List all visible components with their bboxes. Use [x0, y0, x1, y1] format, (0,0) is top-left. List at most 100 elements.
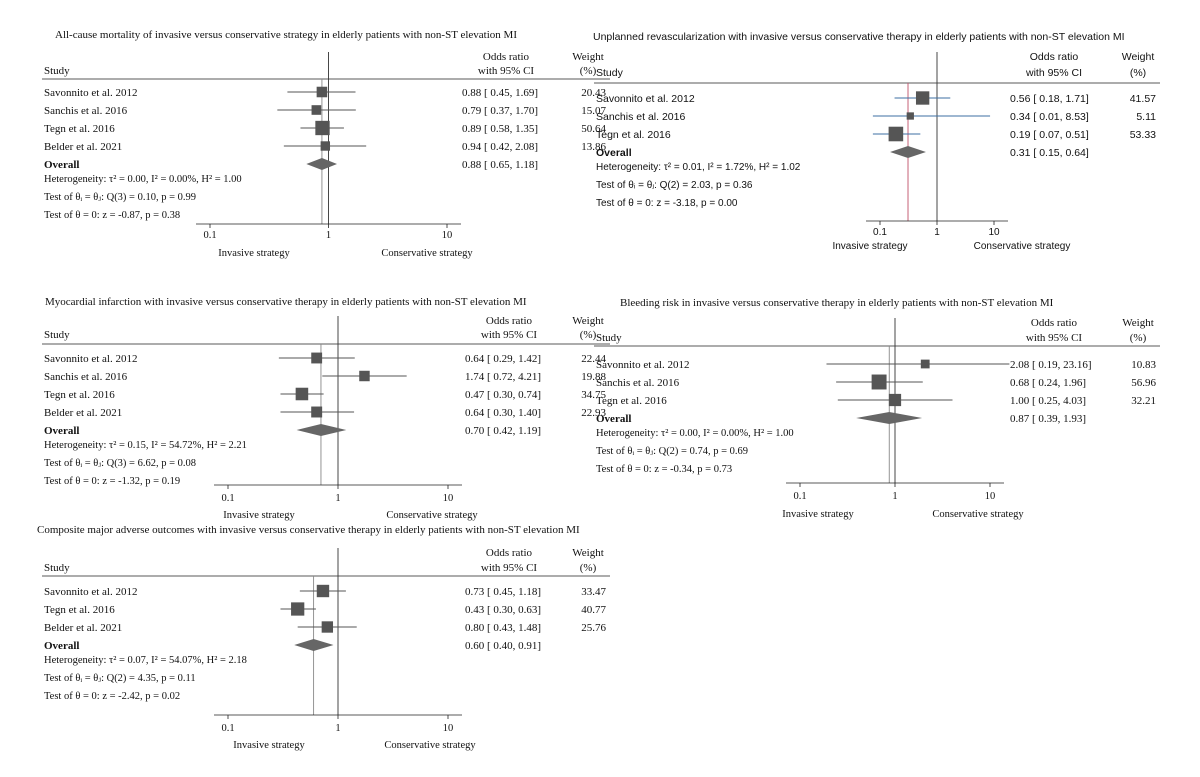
- study-name: Belder et al. 2021: [44, 622, 122, 634]
- x-tick-label: 10: [443, 723, 454, 734]
- x-tick-label: 0.1: [873, 227, 887, 238]
- study-name: Sanchis et al. 2016: [596, 377, 680, 389]
- column-header-weight-unit: (%): [580, 65, 597, 77]
- study-name: Tegn et al. 2016: [596, 395, 667, 407]
- study-name: Tegn et al. 2016: [596, 129, 671, 141]
- study-name: Tegn et al. 2016: [44, 123, 115, 135]
- study-weight: 13.86: [581, 141, 606, 153]
- study-odds-ratio: 0.34 [ 0.01, 8.53]: [1010, 111, 1089, 123]
- study-weight: 56.96: [1131, 377, 1156, 389]
- favours-conservative-label: Conservative strategy: [384, 740, 476, 751]
- study-marker: [888, 126, 904, 142]
- x-tick-label: 0.1: [221, 493, 234, 504]
- forest-plot-3: Myocardial infarction with invasive vers…: [42, 296, 610, 521]
- plot-title: Bleeding risk in invasive versus conserv…: [620, 297, 1054, 309]
- x-tick-label: 0.1: [203, 230, 216, 241]
- study-name: Sanchis et al. 2016: [44, 105, 128, 117]
- favours-invasive-label: Invasive strategy: [782, 509, 854, 520]
- column-header-ci: with 95% CI: [481, 329, 538, 341]
- x-tick-label: 0.1: [793, 491, 806, 502]
- x-tick-label: 1: [335, 723, 340, 734]
- column-header-ci: with 95% CI: [481, 562, 538, 574]
- overall-label: Overall: [596, 147, 632, 159]
- study-odds-ratio: 2.08 [ 0.19, 23.16]: [1010, 359, 1092, 371]
- favours-invasive-label: Invasive strategy: [223, 510, 295, 521]
- column-header-study: Study: [44, 65, 70, 77]
- column-header-study: Study: [596, 332, 622, 344]
- study-name: Tegn et al. 2016: [44, 604, 115, 616]
- study-name: Savonnito et al. 2012: [44, 87, 138, 99]
- study-weight: 5.11: [1136, 111, 1156, 123]
- overall-odds-ratio: 0.31 [ 0.15, 0.64]: [1010, 147, 1089, 159]
- study-weight: 20.43: [581, 87, 606, 99]
- study-marker: [316, 584, 330, 598]
- heterogeneity-stat: Test of θᵢ = θⱼ: Q(2) = 0.74, p = 0.69: [596, 446, 748, 457]
- column-header-or: Odds ratio: [486, 315, 533, 327]
- study-marker: [291, 602, 305, 616]
- column-header-weight: Weight: [572, 51, 604, 63]
- study-marker: [320, 141, 331, 151]
- column-header-weight-unit: (%): [580, 329, 597, 341]
- study-odds-ratio: 0.73 [ 0.45, 1.18]: [465, 586, 541, 598]
- forest-plot-1: All-cause mortality of invasive versus c…: [42, 29, 610, 259]
- study-name: Sanchis et al. 2016: [44, 371, 128, 383]
- overall-label: Overall: [44, 425, 79, 437]
- overall-odds-ratio: 0.60 [ 0.40, 0.91]: [465, 640, 541, 652]
- column-header-or: Odds ratio: [486, 547, 533, 559]
- overall-diamond: [856, 412, 923, 424]
- heterogeneity-stat: Test of θ = 0: z = -0.34, p = 0.73: [596, 464, 732, 475]
- study-weight: 15.07: [581, 105, 606, 117]
- column-header-study: Study: [44, 562, 70, 574]
- study-weight: 50.64: [581, 123, 606, 135]
- overall-diamond: [296, 424, 347, 436]
- favours-conservative-label: Conservative strategy: [974, 241, 1071, 252]
- heterogeneity-stat: Test of θᵢ = θⱼ: Q(3) = 6.62, p = 0.08: [44, 458, 196, 469]
- heterogeneity-stat: Heterogeneity: τ² = 0.07, I² = 54.07%, H…: [44, 655, 247, 666]
- study-odds-ratio: 0.68 [ 0.24, 1.96]: [1010, 377, 1086, 389]
- column-header-study: Study: [596, 67, 624, 79]
- column-header-weight-unit: (%): [1130, 67, 1146, 79]
- study-marker: [311, 105, 322, 115]
- column-header-ci: with 95% CI: [478, 65, 535, 77]
- overall-diamond: [306, 158, 338, 170]
- study-weight: 32.21: [1131, 395, 1156, 407]
- study-odds-ratio: 0.19 [ 0.07, 0.51]: [1010, 129, 1089, 141]
- column-header-weight: Weight: [1122, 317, 1154, 329]
- study-name: Tegn et al. 2016: [44, 389, 115, 401]
- favours-conservative-label: Conservative strategy: [386, 510, 478, 521]
- favours-invasive-label: Invasive strategy: [832, 241, 907, 252]
- study-weight: 22.93: [581, 407, 606, 419]
- study-marker: [906, 112, 914, 120]
- column-header-study: Study: [44, 329, 70, 341]
- study-name: Savonnito et al. 2012: [44, 586, 138, 598]
- favours-conservative-label: Conservative strategy: [932, 509, 1024, 520]
- study-marker: [888, 393, 902, 407]
- study-weight: 19.88: [581, 371, 606, 383]
- heterogeneity-stat: Test of θ = 0: z = -2.42, p = 0.02: [44, 691, 180, 702]
- x-tick-label: 10: [442, 230, 453, 241]
- overall-odds-ratio: 0.87 [ 0.39, 1.93]: [1010, 413, 1086, 425]
- heterogeneity-stat: Test of θᵢ = θⱼ: Q(2) = 4.35, p = 0.11: [44, 673, 196, 684]
- study-odds-ratio: 0.64 [ 0.29, 1.42]: [465, 353, 541, 365]
- overall-label: Overall: [44, 640, 79, 652]
- x-tick-label: 1: [335, 493, 340, 504]
- x-tick-label: 10: [443, 493, 454, 504]
- study-marker: [295, 387, 309, 401]
- overall-odds-ratio: 0.70 [ 0.42, 1.19]: [465, 425, 541, 437]
- forest-plot-4: Bleeding risk in invasive versus conserv…: [594, 297, 1160, 520]
- study-name: Savonnito et al. 2012: [596, 93, 695, 105]
- study-odds-ratio: 0.89 [ 0.58, 1.35]: [462, 123, 538, 135]
- heterogeneity-stat: Test of θᵢ = θⱼ: Q(2) = 2.03, p = 0.36: [596, 180, 753, 191]
- study-marker: [871, 374, 887, 390]
- column-header-weight: Weight: [572, 547, 604, 559]
- heterogeneity-stat: Heterogeneity: τ² = 0.01, I² = 1.72%, H²…: [596, 162, 801, 173]
- heterogeneity-stat: Test of θ = 0: z = -0.87, p = 0.38: [44, 210, 180, 221]
- study-odds-ratio: 0.56 [ 0.18, 1.71]: [1010, 93, 1089, 105]
- heterogeneity-stat: Heterogeneity: τ² = 0.15, I² = 54.72%, H…: [44, 440, 247, 451]
- study-name: Belder et al. 2021: [44, 407, 122, 419]
- favours-invasive-label: Invasive strategy: [233, 740, 305, 751]
- study-name: Sanchis et al. 2016: [596, 111, 685, 123]
- study-marker: [920, 359, 930, 369]
- study-marker: [321, 621, 334, 633]
- study-marker: [311, 406, 323, 418]
